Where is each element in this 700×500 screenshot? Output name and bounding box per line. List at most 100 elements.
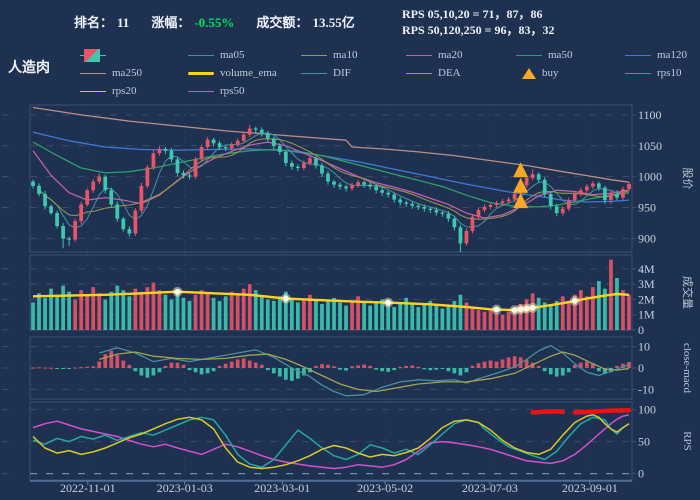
legend-item-rps50[interactable]: rps50 [188,84,301,98]
candle [259,129,264,134]
legend-label: ma50 [548,49,573,61]
rps10-line [32,416,630,468]
candle [308,158,312,164]
candle [55,213,59,227]
ma20-line-swatch [406,54,432,56]
legend-item-DIF[interactable]: DIF [301,66,406,80]
x-tick-label: 2023-07-03 [462,481,518,495]
candle [392,194,397,200]
svg-text:0: 0 [638,323,644,337]
candle [217,143,222,147]
legend-item-candle[interactable] [80,48,188,62]
svg-text:-10: -10 [638,382,654,396]
candle [452,218,457,228]
candlestick-icon [80,48,106,62]
candle [247,128,252,135]
legend-item-ma05[interactable]: ma05 [188,48,301,62]
candle [446,213,451,219]
svg-text:3M: 3M [638,277,655,291]
legend-item-rps10[interactable]: rps10 [625,66,698,80]
candle [627,184,631,189]
candle [344,186,348,189]
candle [362,182,366,185]
candle [31,181,35,186]
candle [49,206,53,214]
chart-legend: ma05 ma10 ma20 ma50 ma120 ma250 volume_ema DIF D… [80,48,698,98]
panel-price [31,106,631,252]
board-name: 人造肉 [8,61,50,76]
candle [536,174,541,180]
candle [470,216,475,231]
candle [151,153,156,168]
candle [416,205,421,207]
candle [410,203,415,206]
legend-label: rps10 [657,67,682,79]
candle [211,139,216,144]
rps-summary-line2: RPS 50,120,250 = 96，83，32 [402,23,555,37]
candle [434,210,439,213]
axis-title-rps: RPS [681,431,693,451]
candle [181,172,186,176]
candle [428,208,433,210]
candle [314,158,318,166]
candle [139,185,144,211]
legend-item-rps20[interactable]: rps20 [80,84,188,98]
candle [482,206,487,210]
candle [121,218,126,230]
ma05-line-swatch [188,54,214,56]
legend-item-ma120[interactable]: ma120 [625,48,698,62]
ma10-line-swatch [301,54,327,56]
legend-item-ma10[interactable]: ma10 [301,48,406,62]
svg-text:900: 900 [638,231,656,245]
candle [572,193,577,201]
candle [542,179,547,194]
candle [91,181,96,191]
rps-hot-segment [530,409,566,415]
ma120-line-swatch [625,54,651,56]
candle [61,226,65,239]
candle [380,190,385,193]
candle [296,166,300,168]
candle [591,183,595,187]
candle [512,193,517,200]
legend-item-DEA[interactable]: DEA [406,66,516,80]
panel-rps [32,408,632,470]
candle [109,190,114,205]
legend-item-ma250[interactable]: ma250 [80,66,188,80]
svg-text:1050: 1050 [638,139,662,153]
candle [464,231,469,244]
legend-label: DEA [438,67,461,79]
buy-triangle-icon [522,67,536,79]
legend-item-buy[interactable]: buy [516,66,625,80]
header-stats: 排名： 11 涨幅： -0.55% 成交额： 13.55亿 [74,12,355,31]
DIF-line-swatch [301,72,327,74]
candle [494,203,499,206]
candle [398,199,403,203]
candle [277,145,282,152]
candle [265,133,270,139]
turnover-label: 成交额： [256,15,309,30]
legend-label: volume_ema [220,67,277,79]
candle [350,185,354,189]
rps10-line-swatch [625,72,651,74]
candle [500,201,505,204]
candle [37,185,41,194]
legend-label: rps20 [112,85,137,97]
legend-item-volume_ema[interactable]: volume_ema [188,66,301,80]
turnover-stat: 成交额： 13.55亿 [256,12,354,31]
rps-summary-line1: RPS 05,10,20 = 71，87，86 [402,7,543,21]
buy-marker-icon [513,162,529,178]
candle [530,174,535,178]
legend-item-ma20[interactable]: ma20 [406,48,516,62]
candle [169,150,174,160]
candle [404,202,409,204]
buy-marker-icon [513,177,529,193]
legend-item-ma50[interactable]: ma50 [516,48,625,62]
svg-text:4M: 4M [638,262,655,276]
candle [241,134,246,141]
candle [615,193,619,198]
candle [386,192,391,195]
axis-title-macd: close-macd [681,343,693,394]
candle [440,212,445,214]
rps-hot-segment [572,408,632,415]
